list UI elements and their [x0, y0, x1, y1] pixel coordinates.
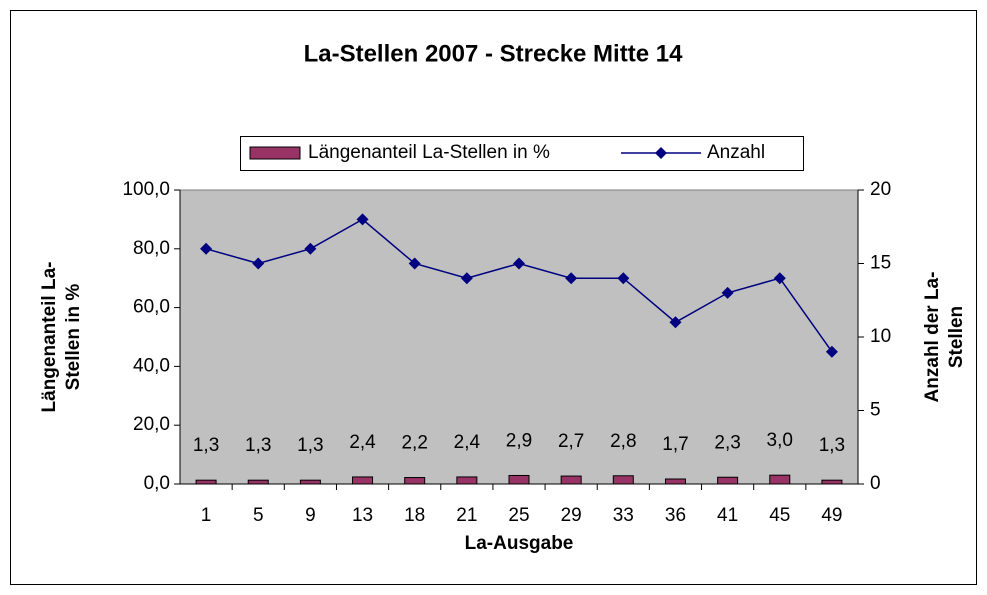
bar	[664, 478, 686, 485]
y-tick-label: 60,0	[133, 297, 170, 318]
marker	[408, 257, 421, 270]
x-tick-label: 13	[352, 505, 373, 526]
data-label: 2,8	[610, 431, 636, 452]
x-tick-label: 36	[665, 505, 686, 526]
bar	[195, 479, 217, 485]
bar	[456, 476, 478, 485]
marker	[617, 272, 630, 285]
chart-title: La-Stellen 2007 - Strecke Mitte 14	[304, 40, 683, 67]
data-label: 1,3	[245, 435, 271, 456]
x-tick-label: 18	[404, 505, 425, 526]
bar	[352, 476, 374, 485]
bar	[560, 475, 582, 485]
y2-axis-title-line: Anzahl der La-	[922, 272, 943, 403]
data-label: 1,3	[297, 435, 323, 456]
y2-tick-label: 20	[870, 179, 891, 200]
x-tick-label: 29	[561, 505, 582, 526]
data-label: 2,4	[349, 432, 376, 453]
legend-box	[240, 136, 804, 171]
marker	[200, 242, 213, 255]
y-axis-title: Längenanteil La- Stellen in %	[39, 262, 84, 413]
x-tick-label: 5	[253, 505, 264, 526]
x-tick-label: 9	[305, 505, 316, 526]
data-label: 2,2	[401, 433, 427, 454]
data-label: 2,9	[506, 430, 532, 451]
y2-axis-title: Anzahl der La- Stellen	[922, 272, 967, 403]
marker	[565, 272, 578, 285]
y-tick-label: 80,0	[133, 238, 170, 259]
data-label: 1,3	[193, 435, 219, 456]
x-tick-label: 1	[201, 505, 212, 526]
y2-tick-label: 15	[870, 253, 891, 274]
bar	[404, 477, 426, 485]
y-tick-label: 0,0	[144, 473, 170, 494]
legend-swatch	[249, 146, 301, 160]
bar	[769, 474, 791, 485]
y2-axis-title-line: Stellen	[946, 306, 967, 368]
data-label: 2,4	[454, 432, 481, 453]
marker	[721, 286, 734, 299]
marker	[460, 272, 473, 285]
legend-label: Längenanteil La-Stellen in %	[308, 142, 550, 163]
bar	[299, 479, 321, 485]
x-tick-label: 25	[508, 505, 529, 526]
y-tick-label: 40,0	[133, 355, 170, 376]
y2-tick-label: 10	[870, 326, 891, 347]
data-label: 2,3	[714, 432, 740, 453]
y2-tick-label: 5	[870, 400, 881, 421]
y-axis-title-line: Stellen in %	[63, 284, 84, 391]
y-tick-label: 20,0	[133, 414, 170, 435]
marker	[513, 257, 525, 270]
bar	[247, 479, 269, 485]
y-axis-title-line: Längenanteil La-	[39, 262, 60, 413]
data-label: 1,7	[662, 434, 688, 455]
y-tick-label: 100,0	[122, 179, 170, 200]
y2-tick-label: 0	[870, 473, 881, 494]
data-label: 1,3	[819, 435, 845, 456]
bar	[821, 479, 843, 485]
data-label: 3,0	[767, 430, 793, 451]
marker	[773, 272, 786, 285]
bar	[508, 474, 530, 485]
bar	[717, 476, 739, 485]
data-label: 2,7	[558, 431, 584, 452]
x-axis-title: La-Ausgabe	[465, 533, 574, 554]
marker	[669, 316, 682, 329]
x-tick-label: 41	[717, 505, 738, 526]
x-tick-label: 21	[456, 505, 477, 526]
legend-marker	[655, 147, 667, 159]
marker	[304, 242, 317, 255]
legend-label: Anzahl	[707, 142, 765, 163]
marker	[356, 213, 369, 226]
bar	[612, 475, 634, 485]
x-tick-label: 45	[769, 505, 790, 526]
x-tick-label: 49	[821, 505, 842, 526]
x-tick-label: 33	[613, 505, 634, 526]
marker	[252, 257, 265, 270]
plot-area	[179, 189, 859, 485]
marker	[825, 345, 838, 358]
